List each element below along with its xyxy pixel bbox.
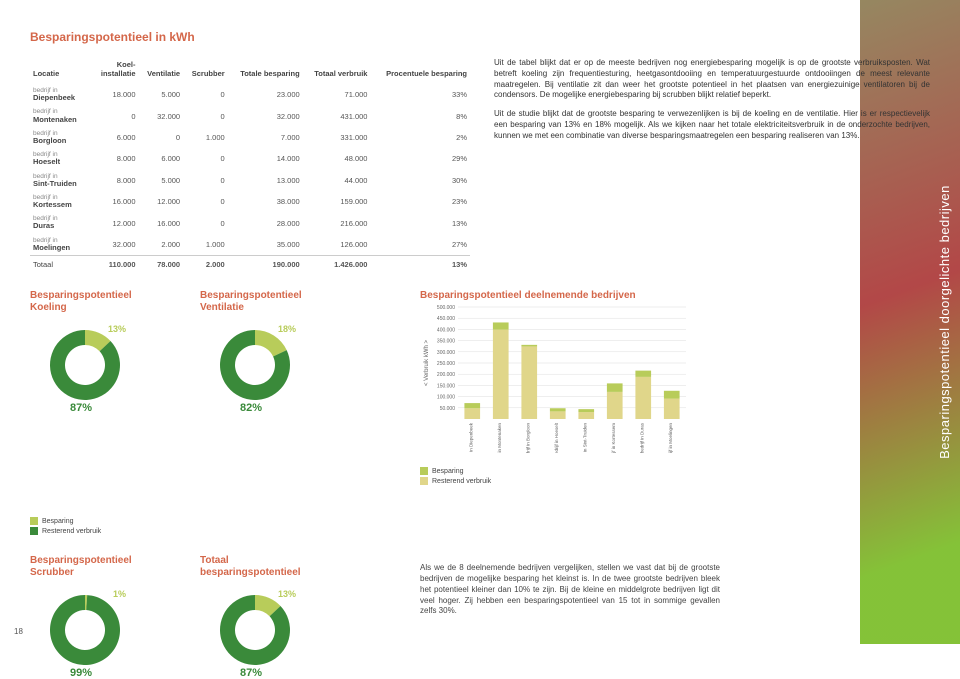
svg-text:bedrijf in Montenaken: bedrijf in Montenaken	[497, 423, 502, 453]
svg-text:200.000: 200.000	[437, 372, 455, 378]
table-row: bedrijf inMoelingen32.0002.0001.00035.00…	[30, 234, 470, 256]
col-header: Scrubber	[183, 58, 228, 84]
donut-legend: Besparing Resterend verbruik	[30, 517, 720, 537]
svg-text:500.000: 500.000	[437, 305, 455, 311]
svg-text:bedrijf in Moelingen: bedrijf in Moelingen	[668, 423, 673, 453]
svg-text:bedrijf in Borgloon: bedrijf in Borgloon	[525, 423, 530, 453]
col-header: Procentuele besparing	[370, 58, 470, 84]
page-title: Besparingspotentieel in kWh	[30, 30, 930, 44]
donut-chart: 99%1%	[40, 585, 130, 675]
col-header: Ventilatie	[139, 58, 184, 84]
table-total-row: Totaal110.00078.0002.000190.0001.426.000…	[30, 256, 470, 273]
svg-text:< Verbruik kWh >: < Verbruik kWh >	[424, 340, 430, 387]
svg-text:100.000: 100.000	[437, 395, 455, 401]
svg-text:bedrijf in Sint-Truiden: bedrijf in Sint-Truiden	[582, 423, 587, 453]
svg-text:150.000: 150.000	[437, 384, 455, 390]
svg-text:bedrijf in Diepenbeek: bedrijf in Diepenbeek	[468, 422, 473, 453]
svg-text:300.000: 300.000	[437, 350, 455, 356]
donut-title: Besparingspotentieel Koeling	[30, 290, 160, 314]
savings-table: LocatieKoel-installatieVentilatieScrubbe…	[30, 58, 470, 272]
donut-chart: 87%13%	[210, 585, 300, 675]
donut-chart: 87%13%	[40, 320, 130, 410]
body-text: Uit de tabel blijkt dat er op de meeste …	[494, 58, 930, 272]
bottom-paragraph: Als we de 8 deelnemende bedrijven vergel…	[420, 563, 720, 617]
svg-text:bedrijf in Kortessem: bedrijf in Kortessem	[611, 423, 616, 453]
svg-text:bedrijf in Duras: bedrijf in Duras	[639, 422, 644, 453]
table-row: bedrijf inMontenaken032.000032.000431.00…	[30, 105, 470, 126]
svg-text:350.000: 350.000	[437, 339, 455, 345]
col-header: Locatie	[30, 58, 92, 84]
table-row: bedrijf inKortessem16.00012.000038.00015…	[30, 191, 470, 212]
table-row: bedrijf inSint-Truiden8.0005.000013.0004…	[30, 170, 470, 191]
donut-title: Totaal besparingspotentieel	[200, 555, 330, 579]
svg-text:450.000: 450.000	[437, 316, 455, 322]
table-row: bedrijf inBorgloon6.00001.0007.000331.00…	[30, 127, 470, 148]
col-header: Totale besparing	[228, 58, 303, 84]
side-label: Besparingspotentieel doorgelichte bedrij…	[937, 185, 952, 459]
col-header: Totaal verbruik	[303, 58, 371, 84]
svg-text:50.000: 50.000	[440, 406, 456, 412]
donut-title: Besparingspotentieel Scrubber	[30, 555, 160, 579]
barchart-legend: Besparing Resterend verbruik	[420, 467, 700, 485]
stacked-bar-chart: 500.000 450.000 400.000 350.000 300.000 250.0…	[420, 303, 690, 453]
page-number: 18	[14, 627, 23, 636]
col-header: Koel-installatie	[92, 58, 139, 84]
svg-text:bedrijf in Hoeselt: bedrijf in Hoeselt	[554, 422, 559, 453]
barchart-title: Besparingspotentieel deelnemende bedrijv…	[420, 290, 700, 301]
table-row: bedrijf inDuras12.00016.000028.000216.00…	[30, 212, 470, 233]
donut-chart: 82%18%	[210, 320, 300, 410]
table-row: bedrijf inDiepenbeek18.0005.000023.00071…	[30, 84, 470, 105]
svg-text:250.000: 250.000	[437, 361, 455, 367]
donut-title: Besparingspotentieel Ventilatie	[200, 290, 330, 314]
table-row: bedrijf inHoeselt8.0006.000014.00048.000…	[30, 148, 470, 169]
svg-text:400.000: 400.000	[437, 328, 455, 334]
